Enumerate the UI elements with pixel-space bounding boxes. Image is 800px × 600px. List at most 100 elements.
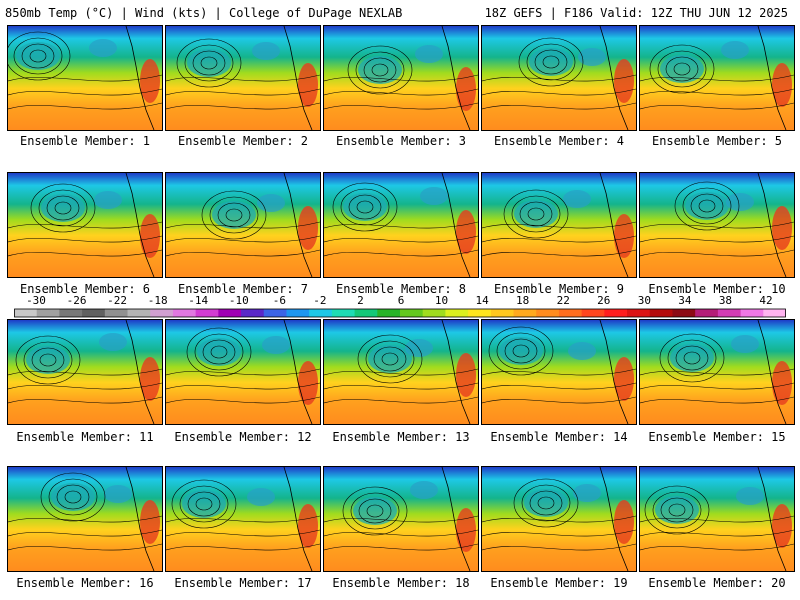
- colorbar-segment: [377, 309, 401, 317]
- colorbar-segment: [604, 309, 628, 317]
- ensemble-map-panel: [323, 319, 479, 425]
- temperature-map: [640, 467, 794, 571]
- colorbar-segment: [127, 309, 151, 317]
- colorbar-tick-label: 6: [397, 294, 405, 307]
- temperature-map: [166, 467, 320, 571]
- colorbar-segment: [513, 309, 537, 317]
- colorbar-tick-label: 22: [556, 294, 570, 307]
- ensemble-map-panel: [7, 319, 163, 425]
- temperature-map: [482, 320, 636, 424]
- colorbar-tick-label: -30: [26, 294, 46, 307]
- temperature-map: [8, 173, 162, 277]
- colorbar-segment: [536, 309, 560, 317]
- colorbar-segment: [717, 309, 742, 317]
- ensemble-member-label: Ensemble Member: 14: [490, 430, 628, 444]
- ensemble-member-label: Ensemble Member: 5: [651, 134, 783, 148]
- ensemble-map-panel: [323, 25, 479, 131]
- colorbar-segment: [309, 309, 333, 317]
- temperature-map: [8, 26, 162, 130]
- temperature-map: [166, 26, 320, 130]
- colorbar-segment: [627, 309, 651, 317]
- colorbar-segment: [672, 309, 696, 317]
- colorbar-tick-label: -18: [147, 294, 168, 307]
- colorbar-segment: [172, 309, 197, 317]
- colorbar-segment: [490, 309, 515, 317]
- colorbar-tick-label: 10: [434, 294, 449, 307]
- colorbar-segment: [354, 309, 378, 317]
- colorbar-tick-label: -26: [66, 294, 87, 307]
- colorbar-segment: [14, 309, 38, 317]
- ensemble-member-label: Ensemble Member: 9: [493, 282, 625, 296]
- colorbar-tick-label: 38: [718, 294, 733, 307]
- ensemble-member-label: Ensemble Member: 11: [16, 430, 154, 444]
- colorbar-tick-label: 30: [637, 294, 651, 307]
- ensemble-map-panel: [7, 466, 163, 572]
- header-title: 850mb Temp (°C) | Wind (kts) | College o…: [5, 6, 403, 20]
- colorbar-tick-label: -14: [188, 294, 209, 307]
- temperature-map: [482, 173, 636, 277]
- colorbar-segment: [82, 309, 106, 317]
- ensemble-map-panel: [165, 25, 321, 131]
- ensemble-map-panel: [165, 466, 321, 572]
- ensemble-member-label: Ensemble Member: 3: [335, 134, 467, 148]
- ensemble-map-panel: [639, 172, 795, 278]
- temperature-colorbar: [14, 308, 786, 318]
- colorbar-tick-label: -10: [228, 294, 249, 307]
- temperature-map: [640, 320, 794, 424]
- temperature-map: [8, 320, 162, 424]
- colorbar-segment: [763, 309, 786, 317]
- temperature-map: [166, 173, 320, 277]
- colorbar-tick-label: -6: [272, 294, 286, 307]
- temperature-map: [166, 320, 320, 424]
- header-valid-time: 18Z GEFS | F186 Valid: 12Z THU JUN 12 20…: [484, 6, 788, 20]
- colorbar-segment: [558, 309, 583, 317]
- colorbar-segment: [150, 309, 174, 317]
- ensemble-map-panel: [481, 466, 637, 572]
- colorbar-segment: [241, 309, 265, 317]
- colorbar-segment: [468, 309, 492, 317]
- colorbar-tick-label: 2: [357, 294, 364, 307]
- temperature-map: [324, 173, 478, 277]
- ensemble-map-panel: [639, 466, 795, 572]
- temperature-map: [324, 467, 478, 571]
- colorbar-segment: [286, 309, 310, 317]
- ensemble-member-label: Ensemble Member: 2: [177, 134, 309, 148]
- ensemble-map-panel: [639, 25, 795, 131]
- ensemble-member-label: Ensemble Member: 8: [335, 282, 467, 296]
- ensemble-map-panel: [323, 172, 479, 278]
- ensemble-member-label: Ensemble Member: 6: [19, 282, 151, 296]
- colorbar-segment: [36, 309, 60, 317]
- ensemble-member-label: Ensemble Member: 15: [648, 430, 786, 444]
- ensemble-map-panel: [7, 25, 163, 131]
- colorbar-tick-label: 18: [516, 294, 530, 307]
- colorbar-segment: [581, 309, 605, 317]
- ensemble-map-panel: [481, 172, 637, 278]
- colorbar-tick-label: -22: [107, 294, 128, 307]
- ensemble-map-panel: [323, 466, 479, 572]
- colorbar-segment: [59, 309, 83, 317]
- colorbar-tick-label: 14: [475, 294, 489, 307]
- colorbar-segment: [445, 309, 469, 317]
- colorbar-tick-label: -2: [313, 294, 327, 307]
- ensemble-member-label: Ensemble Member: 16: [16, 576, 154, 590]
- colorbar-segment: [331, 309, 356, 317]
- ensemble-member-label: Ensemble Member: 18: [332, 576, 470, 590]
- colorbar-segment: [400, 309, 424, 317]
- temperature-map: [324, 26, 478, 130]
- ensemble-member-label: Ensemble Member: 19: [490, 576, 628, 590]
- ensemble-member-label: Ensemble Member: 20: [648, 576, 786, 590]
- colorbar-tick-label: 42: [759, 294, 773, 307]
- temperature-map: [324, 320, 478, 424]
- temperature-map: [482, 26, 636, 130]
- ensemble-member-label: Ensemble Member: 13: [332, 430, 470, 444]
- colorbar-segment: [649, 309, 673, 317]
- ensemble-member-label: Ensemble Member: 4: [493, 134, 625, 148]
- ensemble-map-panel: [165, 319, 321, 425]
- colorbar-segment: [695, 309, 719, 317]
- ensemble-map-panel: [481, 25, 637, 131]
- temperature-map: [482, 467, 636, 571]
- temperature-map: [8, 467, 162, 571]
- colorbar-tick-label: 34: [678, 294, 692, 307]
- colorbar-segment: [263, 309, 287, 317]
- colorbar-segment: [740, 309, 764, 317]
